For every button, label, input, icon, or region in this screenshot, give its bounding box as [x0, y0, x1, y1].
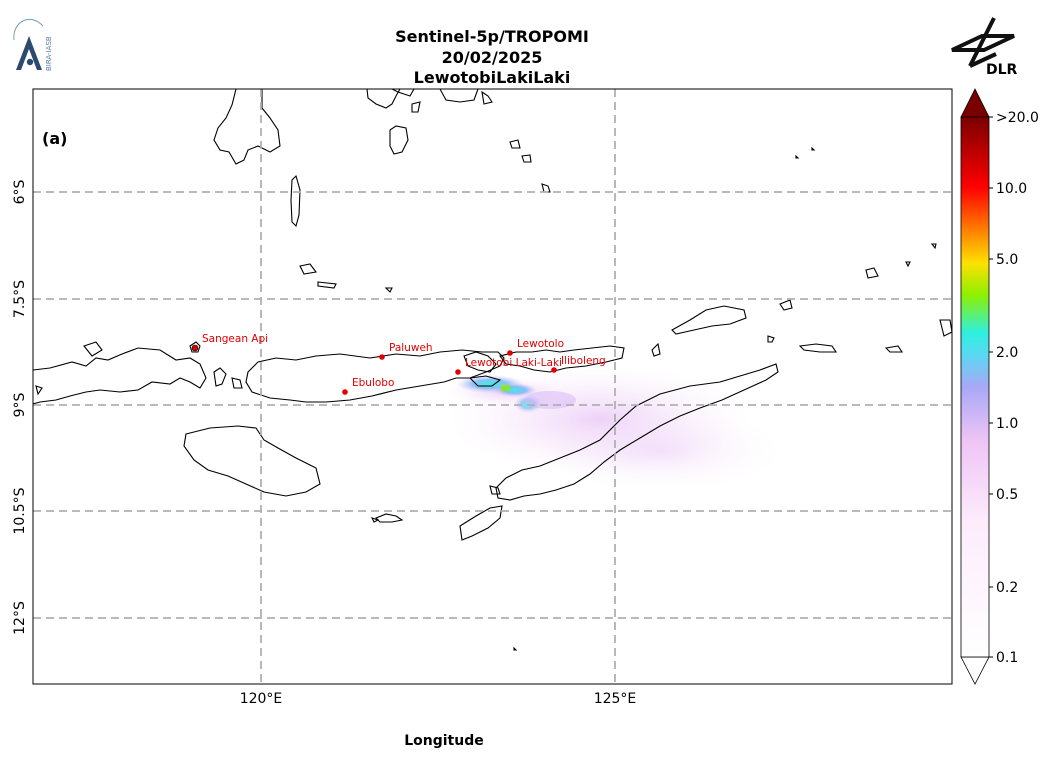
- y-tick-label: 9°S: [12, 392, 28, 417]
- colorbar-tick: 0.5: [996, 487, 1018, 503]
- y-tick-label: 7.5°S: [12, 280, 28, 318]
- colorbar-tick: 2.0: [996, 345, 1018, 361]
- colorbar-tick: >20.0: [996, 110, 1039, 126]
- volcano-label: Paluweh: [389, 342, 433, 354]
- colorbar: >20.0 10.0 5.0 2.0 1.0 0.5 0.2 0.1: [960, 88, 1039, 685]
- title-line-3: LewotobiLakiLaki: [413, 68, 571, 87]
- colorbar-tick: 0.1: [996, 650, 1018, 666]
- volcano-label: Ebulobo: [352, 377, 394, 389]
- panel-label: (a): [42, 129, 67, 148]
- colorbar-tick: 0.2: [996, 580, 1018, 596]
- colorbar-gradient: [960, 116, 990, 658]
- dlr-logo-text: DLR: [986, 62, 1018, 78]
- volcano-label: Iliboleng: [561, 355, 606, 367]
- svg-text:BIRA-IASB: BIRA-IASB: [45, 36, 53, 71]
- volcano-paluweh: Paluweh: [379, 342, 433, 360]
- volcano-lewotobi-laki-laki: Lewotobi Laki-Laki: [455, 357, 562, 375]
- volcano-iliboleng: Iliboleng: [551, 355, 606, 373]
- y-axis: 6°S 7.5°S 9°S 10.5°S 12°S: [12, 179, 28, 634]
- volcano-label: Sangean Api: [202, 333, 268, 345]
- volcano-label: Lewotolo: [517, 338, 564, 350]
- x-axis-label: Longitude: [404, 733, 484, 749]
- bira-iasb-logo: BIRA-IASB: [13, 19, 53, 71]
- colorbar-min-arrow: [960, 656, 990, 685]
- volcano-markers: Sangean Api Paluweh Ebulobo Lewotolo Lew…: [191, 333, 606, 395]
- volcano-sangean-api: Sangean Api: [191, 333, 268, 352]
- y-tick-label: 10.5°S: [12, 487, 28, 534]
- colorbar-tick: 5.0: [996, 252, 1018, 268]
- volcano-lewotolo: Lewotolo: [507, 338, 564, 356]
- dlr-logo: DLR: [951, 17, 1018, 78]
- volcano-label: Lewotobi Laki-Laki: [465, 357, 562, 369]
- volcano-ebulobo: Ebulobo: [342, 377, 394, 395]
- title-line-2: 20/02/2025: [441, 48, 543, 67]
- title-line-1: Sentinel-5p/TROPOMI: [395, 27, 589, 46]
- x-tick-label: 125°E: [594, 691, 637, 707]
- colorbar-tick: 10.0: [996, 181, 1027, 197]
- x-tick-label: 120°E: [240, 691, 283, 707]
- colorbar-tick: 1.0: [996, 416, 1018, 432]
- gridlines: [33, 89, 952, 684]
- so2-plume: [445, 365, 780, 490]
- x-axis: 120°E 125°E Longitude: [240, 691, 637, 749]
- y-tick-label: 12°S: [12, 601, 28, 635]
- coastlines: [33, 89, 952, 651]
- map-border: [32, 88, 953, 685]
- y-tick-label: 6°S: [12, 179, 28, 204]
- colorbar-extend-arrow: [960, 88, 990, 118]
- map-area: Sangean Api Paluweh Ebulobo Lewotolo Lew…: [33, 89, 952, 684]
